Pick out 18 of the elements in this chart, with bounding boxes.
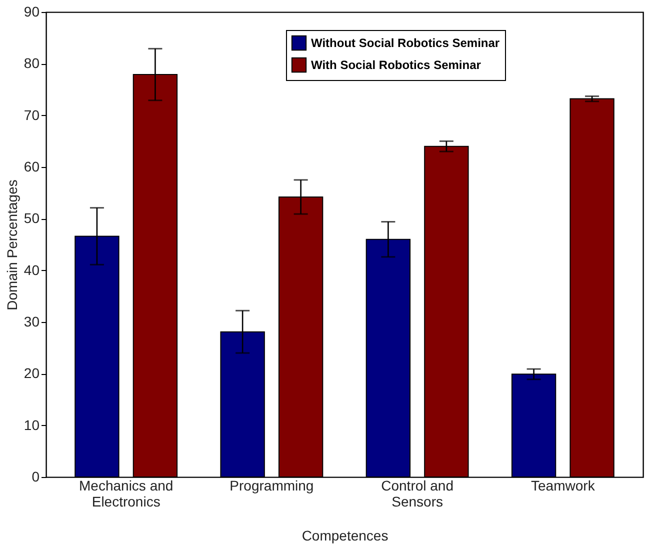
x-tick-label: Teamwork [531,478,596,494]
y-tick-label: 60 [24,158,40,174]
y-tick-label: 10 [24,416,40,433]
x-tick-label: Mechanics and Electronics [79,478,174,510]
y-tick-label: 0 [32,468,40,484]
y-tick-label: 20 [24,365,40,382]
legend-label: Without Social Robotics Seminar [311,36,500,50]
y-tick-label: 90 [24,4,40,20]
legend-label: With Social Robotics Seminar [311,58,482,72]
y-tick-label: 50 [24,210,40,226]
x-tick-label: Programming [230,478,314,494]
y-tick-label: 70 [24,106,40,123]
y-tick-label: 30 [24,314,40,330]
x-axis-title: Competences [302,528,388,544]
y-axis-title: Domain Percentages [4,180,20,310]
y-tick-label: 80 [24,55,40,72]
x-tick-label: Control and Sensors [381,478,454,510]
y-tick-label: 40 [24,262,40,278]
